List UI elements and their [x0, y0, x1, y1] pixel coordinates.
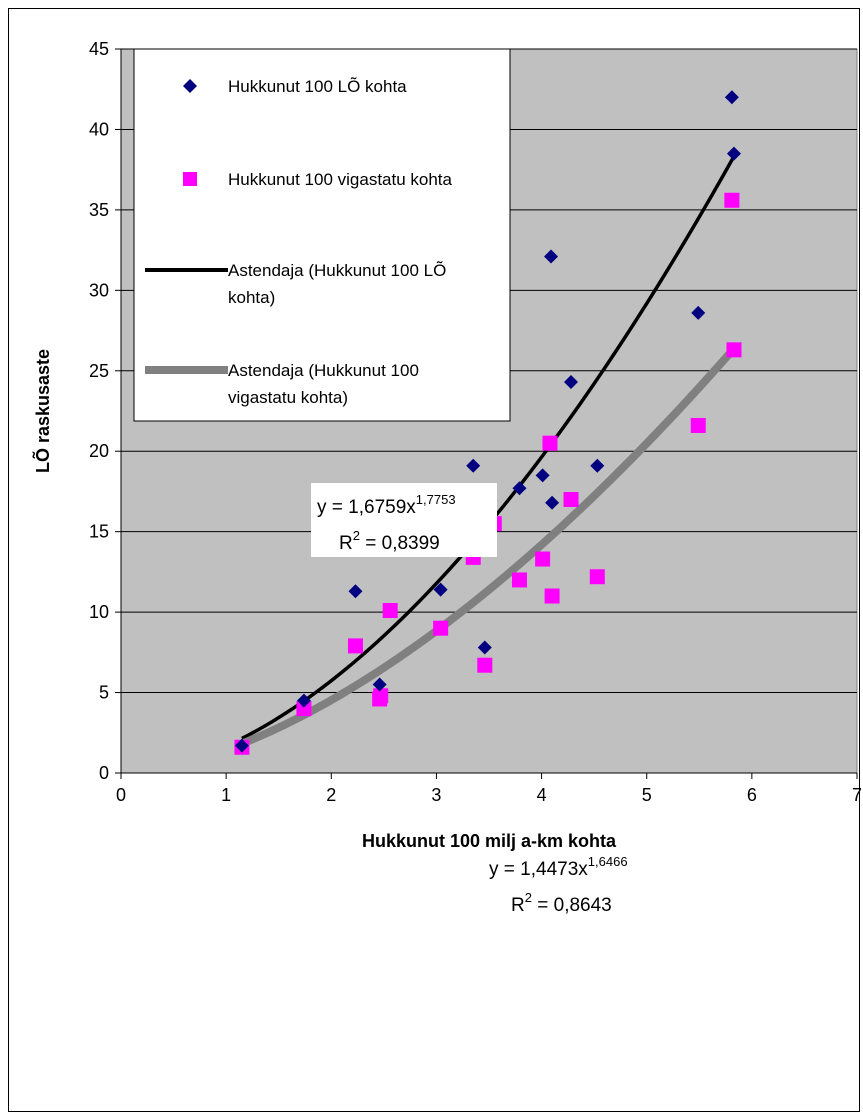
x-tick-label: 7 — [852, 785, 861, 805]
point-diamond — [477, 640, 492, 655]
point-square — [477, 657, 493, 673]
r2-vigastatu: R2 = 0,8643 — [511, 890, 612, 916]
point-diamond — [724, 90, 739, 105]
point-diamond — [544, 249, 559, 264]
equation-lo-exponent: 1,7753 — [416, 492, 456, 507]
equation-vigastatu-exponent: 1,6466 — [588, 854, 628, 869]
r2-lo-prefix: R — [339, 533, 353, 554]
x-tick-label: 4 — [537, 785, 547, 805]
x-tick-label: 0 — [116, 785, 126, 805]
legend-label: vigastatu kohta) — [228, 388, 348, 407]
point-square — [544, 588, 560, 604]
legend: Hukkunut 100 LÕ kohta Hukkunut 100 vigast… — [133, 48, 511, 422]
legend-label: Hukkunut 100 vigastatu kohta — [228, 170, 453, 189]
y-tick-label: 25 — [89, 361, 109, 381]
x-axis-title: Hukkunut 100 milj a-km kohta — [362, 831, 617, 851]
y-tick-label: 20 — [89, 441, 109, 461]
point-square — [542, 435, 558, 451]
r2-lo: R2 = 0,8399 — [339, 528, 440, 554]
point-square — [563, 491, 579, 507]
point-square — [433, 620, 449, 636]
point-diamond — [348, 584, 363, 599]
legend-box — [133, 48, 511, 422]
x-tick-label: 3 — [431, 785, 441, 805]
point-diamond — [535, 468, 550, 483]
y-axis-title: LÕ raskusaste — [32, 349, 53, 473]
equation-vigastatu-base: y = 1,4473x — [489, 859, 588, 880]
point-diamond — [296, 693, 311, 708]
point-square — [511, 572, 527, 588]
legend-diamond-icon — [183, 79, 197, 93]
y-tick-label: 45 — [89, 39, 109, 59]
point-square — [373, 688, 389, 704]
y-tick-label: 5 — [99, 683, 109, 703]
legend-label: Astendaja (Hukkunut 100 — [228, 361, 419, 380]
x-tick-label: 6 — [747, 785, 757, 805]
point-diamond — [726, 146, 741, 161]
point-square — [726, 342, 742, 358]
point-diamond — [372, 677, 387, 692]
r2-vigastatu-value: = 0,8643 — [532, 895, 612, 916]
point-square — [690, 417, 706, 433]
point-square — [296, 701, 312, 717]
equation-box-vigastatu: y = 1,4473x1,6466 R2 = 0,8643 — [483, 845, 669, 919]
axes — [115, 48, 858, 779]
point-square — [724, 192, 740, 208]
trendline-equations: y = 1,6759x1,7753 R2 = 0,8399 y = 1,4473… — [311, 483, 669, 919]
point-diamond — [433, 582, 448, 597]
point-square — [347, 638, 363, 654]
point-diamond — [691, 305, 706, 320]
y-tick-label: 0 — [99, 763, 109, 783]
legend-label: Astendaja (Hukkunut 100 LÕ — [228, 261, 446, 280]
point-diamond — [564, 375, 579, 390]
r2-lo-sup: 2 — [353, 528, 360, 543]
point-square — [589, 569, 605, 585]
point-diamond — [234, 738, 249, 753]
trendline-vigastatu — [240, 345, 737, 748]
legend-label: Hukkunut 100 LÕ kohta — [228, 77, 407, 96]
y-tick-label: 35 — [89, 200, 109, 220]
r2-vigastatu-prefix: R — [511, 895, 525, 916]
point-diamond — [590, 458, 605, 473]
equation-box-lo: y = 1,6759x1,7753 R2 = 0,8399 — [311, 483, 497, 557]
x-tick-label: 5 — [642, 785, 652, 805]
y-tick-label: 40 — [89, 119, 109, 139]
r2-lo-value: = 0,8399 — [360, 533, 440, 554]
y-tick-label: 30 — [89, 280, 109, 300]
point-diamond — [466, 458, 481, 473]
legend-label: kohta) — [228, 288, 275, 307]
point-square — [382, 603, 398, 619]
point-diamond — [545, 495, 560, 510]
equation-lo-base: y = 1,6759x — [317, 497, 416, 518]
r2-vigastatu-sup: 2 — [525, 890, 532, 905]
point-diamond — [512, 481, 527, 496]
y-tick-labels: 0 5 10 15 20 25 30 35 40 45 — [89, 39, 109, 783]
y-tick-label: 10 — [89, 602, 109, 622]
legend-square-icon — [183, 172, 197, 186]
equation-vigastatu: y = 1,4473x1,6466 — [489, 854, 628, 880]
x-tick-label: 1 — [221, 785, 231, 805]
equation-lo: y = 1,6759x1,7753 — [317, 492, 456, 518]
x-tick-label: 2 — [326, 785, 336, 805]
y-tick-label: 15 — [89, 522, 109, 542]
x-tick-labels: 0 1 2 3 4 5 6 7 — [116, 785, 861, 805]
point-square — [535, 551, 551, 567]
